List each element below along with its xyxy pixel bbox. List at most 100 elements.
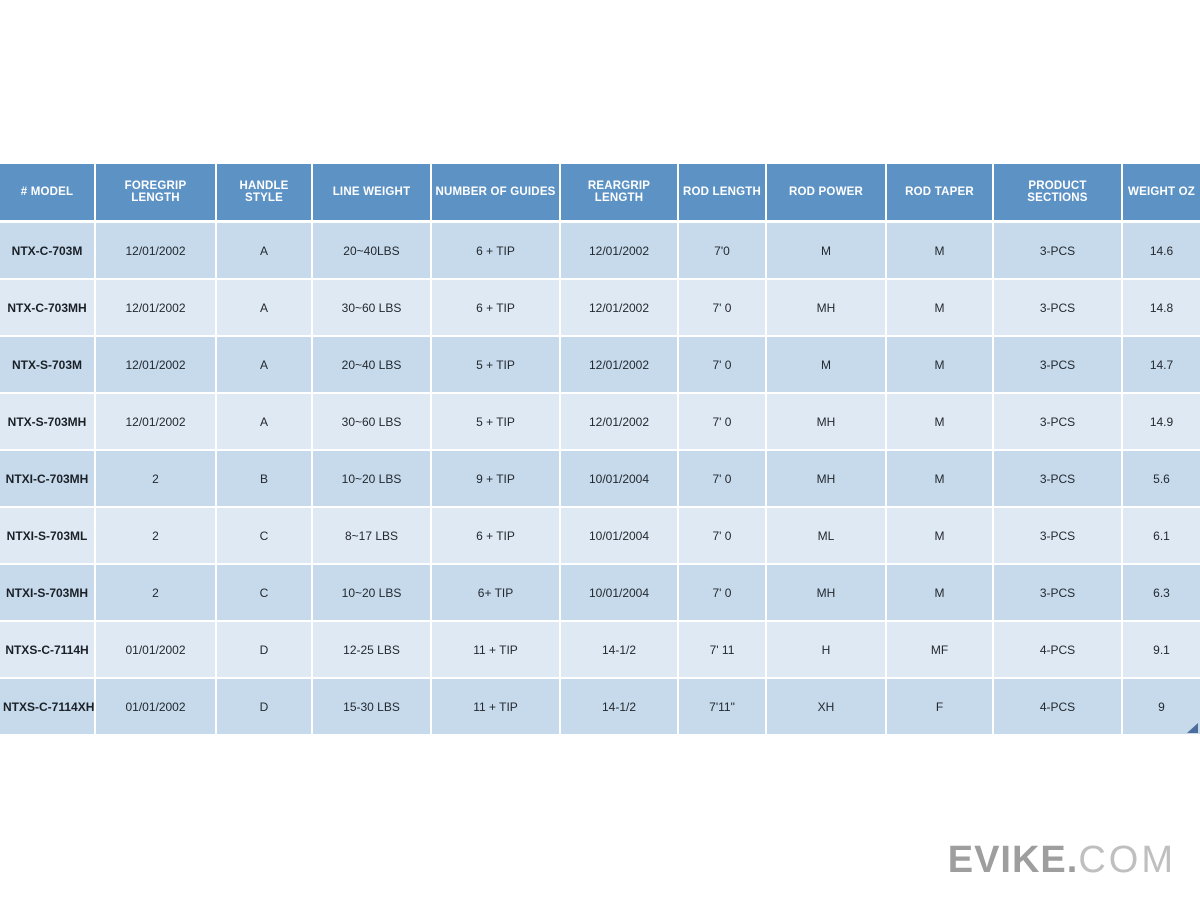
cell-rod_taper: M — [887, 394, 994, 451]
cell-rod_power: MH — [767, 280, 887, 337]
cell-weight_oz: 6.3 — [1123, 565, 1200, 622]
cell-rod_length: 7'0 — [679, 223, 767, 280]
cell-weight_oz: 9 — [1123, 679, 1200, 736]
product-spec-table: # MODEL FOREGRIP LENGTH HANDLE STYLE LINE W… — [0, 164, 1200, 736]
cell-reargrip_length: 14-1/2 — [561, 622, 679, 679]
column-header-handle_style: HANDLE STYLE — [217, 164, 313, 223]
column-header-rod_length: ROD LENGTH — [679, 164, 767, 223]
table-row: NTXI-C-703MH 2 B 10~20 LBS 9 + TIP 10/01/2004… — [0, 451, 1200, 508]
cell-rod_power: M — [767, 223, 887, 280]
cell-number_of_guides: 11 + TIP — [432, 622, 561, 679]
cell-weight_oz: 6.1 — [1123, 508, 1200, 565]
cell-weight_oz: 9.1 — [1123, 622, 1200, 679]
cell-number_of_guides: 5 + TIP — [432, 337, 561, 394]
cell-foregrip_length: 2 — [96, 565, 217, 622]
cell-model: NTX-S-703MH — [0, 394, 96, 451]
cell-number_of_guides: 6+ TIP — [432, 565, 561, 622]
cell-rod_taper: M — [887, 337, 994, 394]
cell-number_of_guides: 6 + TIP — [432, 508, 561, 565]
cell-product_sections: 3-PCS — [994, 280, 1123, 337]
cell-rod_taper: M — [887, 280, 994, 337]
cell-line_weight: 20~40LBS — [313, 223, 432, 280]
cell-number_of_guides: 9 + TIP — [432, 451, 561, 508]
cell-line_weight: 30~60 LBS — [313, 280, 432, 337]
cell-rod_power: MH — [767, 451, 887, 508]
cell-product_sections: 3-PCS — [994, 451, 1123, 508]
cell-handle_style: C — [217, 508, 313, 565]
cell-line_weight: 12-25 LBS — [313, 622, 432, 679]
cell-foregrip_length: 12/01/2002 — [96, 280, 217, 337]
table-row: NTXI-S-703MH 2 C 10~20 LBS 6+ TIP 10/01/2004 7… — [0, 565, 1200, 622]
cell-product_sections: 3-PCS — [994, 565, 1123, 622]
column-header-foregrip_length: FOREGRIP LENGTH — [96, 164, 217, 223]
cell-model: NTXS-C-7114XH — [0, 679, 96, 736]
evike-logo-light-text: COM — [1078, 839, 1176, 881]
cell-product_sections: 3-PCS — [994, 223, 1123, 280]
cell-rod_power: MH — [767, 565, 887, 622]
cell-rod_length: 7' 0 — [679, 394, 767, 451]
cell-rod_power: MH — [767, 394, 887, 451]
cell-line_weight: 20~40 LBS — [313, 337, 432, 394]
cell-line_weight: 8~17 LBS — [313, 508, 432, 565]
cell-product_sections: 4-PCS — [994, 622, 1123, 679]
cell-foregrip_length: 01/01/2002 — [96, 679, 217, 736]
cell-rod_power: ML — [767, 508, 887, 565]
cell-weight_oz: 14.6 — [1123, 223, 1200, 280]
cell-model: NTX-C-703MH — [0, 280, 96, 337]
cell-foregrip_length: 2 — [96, 451, 217, 508]
cell-rod_length: 7' 0 — [679, 565, 767, 622]
cell-foregrip_length: 2 — [96, 508, 217, 565]
cell-weight_oz: 5.6 — [1123, 451, 1200, 508]
cell-foregrip_length: 12/01/2002 — [96, 394, 217, 451]
column-header-model: # MODEL — [0, 164, 96, 223]
cell-reargrip_length: 12/01/2002 — [561, 337, 679, 394]
column-header-line_weight: LINE WEIGHT — [313, 164, 432, 223]
cell-product_sections: 3-PCS — [994, 337, 1123, 394]
cell-handle_style: A — [217, 394, 313, 451]
cell-model: NTXI-S-703ML — [0, 508, 96, 565]
cell-rod_length: 7' 0 — [679, 451, 767, 508]
column-header-product_sections: PRODUCT SECTIONS — [994, 164, 1123, 223]
cell-handle_style: D — [217, 679, 313, 736]
cell-handle_style: A — [217, 280, 313, 337]
table-row: NTX-C-703M 12/01/2002 A 20~40LBS 6 + TIP 12/0… — [0, 223, 1200, 280]
cell-product_sections: 4-PCS — [994, 679, 1123, 736]
column-header-number_of_guides: NUMBER OF GUIDES — [432, 164, 561, 223]
cell-handle_style: A — [217, 223, 313, 280]
cell-rod_taper: M — [887, 451, 994, 508]
cell-weight_oz: 14.9 — [1123, 394, 1200, 451]
cell-rod_length: 7' 0 — [679, 280, 767, 337]
cell-line_weight: 10~20 LBS — [313, 451, 432, 508]
cell-rod_length: 7' 0 — [679, 337, 767, 394]
cell-rod_taper: M — [887, 508, 994, 565]
cell-model: NTX-S-703M — [0, 337, 96, 394]
cell-rod_taper: M — [887, 565, 994, 622]
cell-product_sections: 3-PCS — [994, 508, 1123, 565]
table-corner-handle-icon — [1187, 723, 1198, 733]
cell-rod_length: 7' 0 — [679, 508, 767, 565]
cell-number_of_guides: 6 + TIP — [432, 223, 561, 280]
cell-model: NTXI-C-703MH — [0, 451, 96, 508]
table-row: NTX-S-703MH 12/01/2002 A 30~60 LBS 5 + TIP 12… — [0, 394, 1200, 451]
cell-rod_power: M — [767, 337, 887, 394]
cell-handle_style: A — [217, 337, 313, 394]
table-row: NTXI-S-703ML 2 C 8~17 LBS 6 + TIP 10/01/2004 7… — [0, 508, 1200, 565]
table-row: NTXS-C-7114XH 01/01/2002 D 15-30 LBS 11 + TI… — [0, 679, 1200, 736]
cell-handle_style: C — [217, 565, 313, 622]
cell-line_weight: 10~20 LBS — [313, 565, 432, 622]
cell-rod_power: XH — [767, 679, 887, 736]
cell-weight_oz: 14.8 — [1123, 280, 1200, 337]
evike-logo-bold-text: EVIKE. — [947, 839, 1079, 881]
cell-model: NTXI-S-703MH — [0, 565, 96, 622]
cell-model: NTXS-C-7114H — [0, 622, 96, 679]
cell-reargrip_length: 12/01/2002 — [561, 394, 679, 451]
column-header-rod_taper: ROD TAPER — [887, 164, 994, 223]
table-row: NTXS-C-7114H 01/01/2002 D 12-25 LBS 11 + TIP… — [0, 622, 1200, 679]
cell-reargrip_length: 12/01/2002 — [561, 223, 679, 280]
cell-model: NTX-C-703M — [0, 223, 96, 280]
spec-table-head-row: # MODEL FOREGRIP LENGTH HANDLE STYLE LINE W… — [0, 164, 1200, 223]
evike-logo: EVIKE.COM — [948, 841, 1176, 879]
cell-reargrip_length: 10/01/2004 — [561, 565, 679, 622]
cell-rod_length: 7' 11 — [679, 622, 767, 679]
cell-rod_length: 7'11" — [679, 679, 767, 736]
